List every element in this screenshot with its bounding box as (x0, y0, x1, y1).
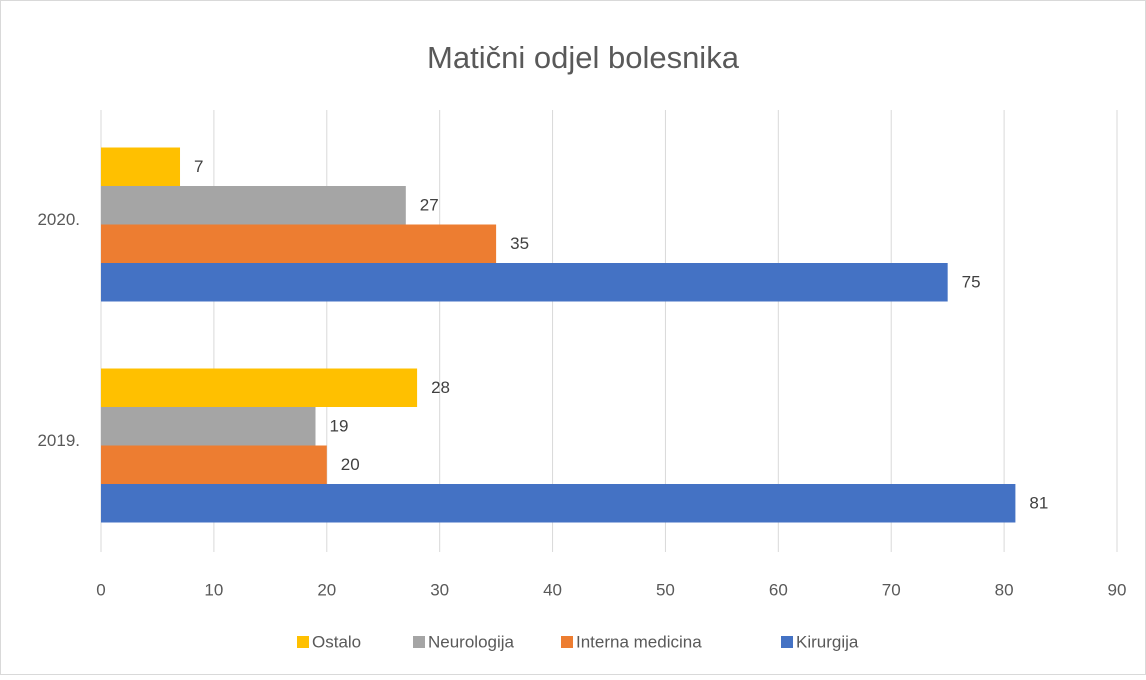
x-tick-label: 60 (769, 580, 788, 599)
x-tick-label: 10 (204, 580, 223, 599)
legend-swatch (297, 636, 309, 648)
x-tick-label: 80 (995, 580, 1014, 599)
value-label: 27 (420, 196, 439, 215)
legend-label: Neurologija (428, 632, 515, 651)
bar (101, 484, 1016, 523)
bar (101, 445, 327, 484)
chart-title: Matični odjel bolesnika (427, 40, 740, 75)
legend-label: Ostalo (312, 632, 361, 651)
legend-swatch (413, 636, 425, 648)
bar (101, 186, 406, 225)
bar (101, 263, 948, 302)
legend-label: Kirurgija (796, 632, 859, 651)
legend-swatch (781, 636, 793, 648)
value-label: 19 (329, 417, 348, 436)
value-label: 81 (1029, 494, 1048, 513)
x-tick-label: 40 (543, 580, 562, 599)
bar (101, 224, 497, 263)
legend-label: Interna medicina (576, 632, 702, 651)
value-label: 28 (431, 378, 450, 397)
legend-swatch (561, 636, 573, 648)
x-tick-label: 70 (882, 580, 901, 599)
value-label: 75 (962, 273, 981, 292)
bar (101, 147, 181, 186)
x-tick-label: 50 (656, 580, 675, 599)
value-label: 35 (510, 234, 529, 253)
y-tick-label: 2020. (37, 210, 80, 229)
x-tick-label: 90 (1108, 580, 1127, 599)
y-tick-label: 2019. (37, 431, 80, 450)
x-tick-label: 20 (317, 580, 336, 599)
x-tick-label: 0 (96, 580, 105, 599)
x-tick-label: 30 (430, 580, 449, 599)
value-label: 20 (341, 455, 360, 474)
bar (101, 407, 316, 446)
value-label: 7 (194, 157, 203, 176)
bar (101, 368, 418, 407)
